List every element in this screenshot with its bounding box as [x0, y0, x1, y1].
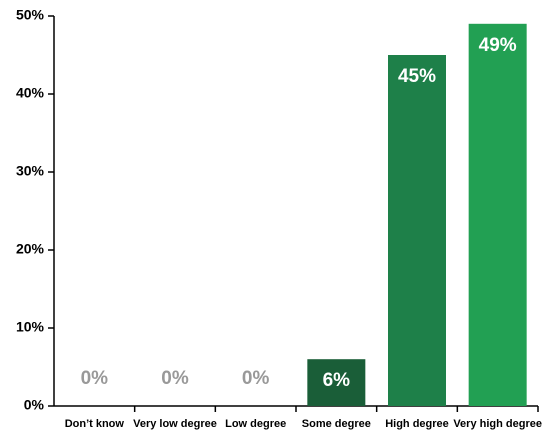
x-tick-label: Don’t know — [65, 418, 125, 430]
value-label: 0% — [161, 368, 189, 389]
x-tick-label: Low degree — [225, 418, 286, 430]
bar — [468, 23, 527, 407]
y-tick-label: 10% — [16, 319, 45, 335]
value-label: 6% — [323, 370, 351, 391]
y-tick-label: 40% — [16, 85, 45, 101]
y-tick-label: 20% — [16, 241, 45, 257]
y-tick-label: 0% — [24, 397, 45, 413]
value-label: 0% — [81, 368, 109, 389]
value-label: 45% — [398, 66, 436, 87]
x-tick-label: High degree — [385, 418, 449, 430]
x-tick-label: Some degree — [302, 418, 371, 430]
bar — [307, 359, 366, 406]
value-label: 0% — [242, 368, 270, 389]
x-tick-label: Very low degree — [133, 418, 217, 430]
value-label: 49% — [479, 35, 517, 56]
x-tick-label: Very high degree — [453, 418, 542, 430]
y-tick-label: 30% — [16, 163, 45, 179]
y-tick-label: 50% — [16, 7, 45, 23]
bar — [388, 55, 446, 406]
